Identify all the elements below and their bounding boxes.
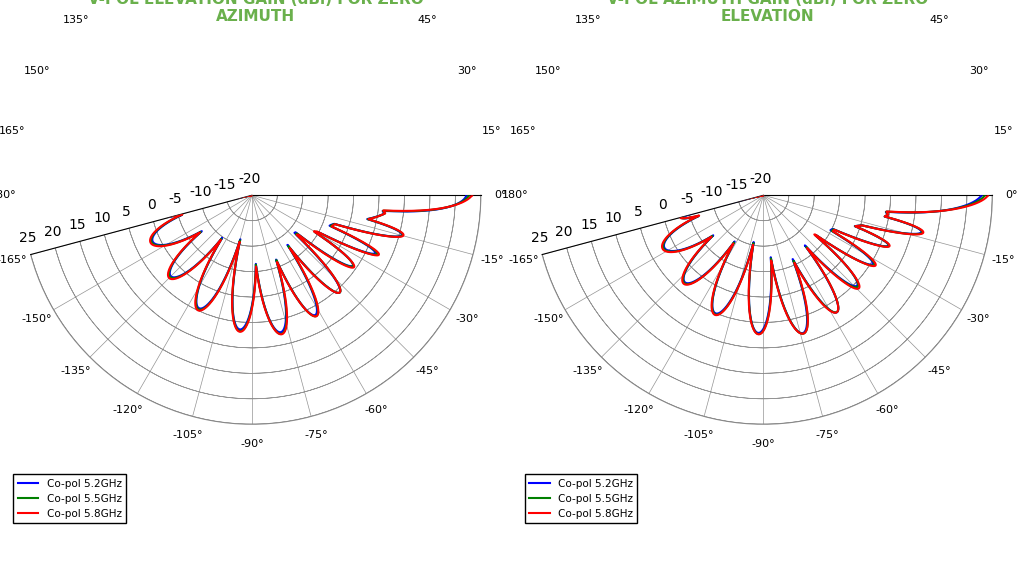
Title: V-POL AZIMUTH GAIN (dBi) FOR ZERO
ELEVATION: V-POL AZIMUTH GAIN (dBi) FOR ZERO ELEVAT… bbox=[607, 0, 928, 24]
Legend: Co-pol 5.2GHz, Co-pol 5.5GHz, Co-pol 5.8GHz: Co-pol 5.2GHz, Co-pol 5.5GHz, Co-pol 5.8… bbox=[13, 474, 126, 523]
Title: V-POL ELEVATION GAIN (dBi) FOR ZERO
AZIMUTH: V-POL ELEVATION GAIN (dBi) FOR ZERO AZIM… bbox=[88, 0, 424, 24]
Legend: Co-pol 5.2GHz, Co-pol 5.5GHz, Co-pol 5.8GHz: Co-pol 5.2GHz, Co-pol 5.5GHz, Co-pol 5.8… bbox=[525, 474, 637, 523]
